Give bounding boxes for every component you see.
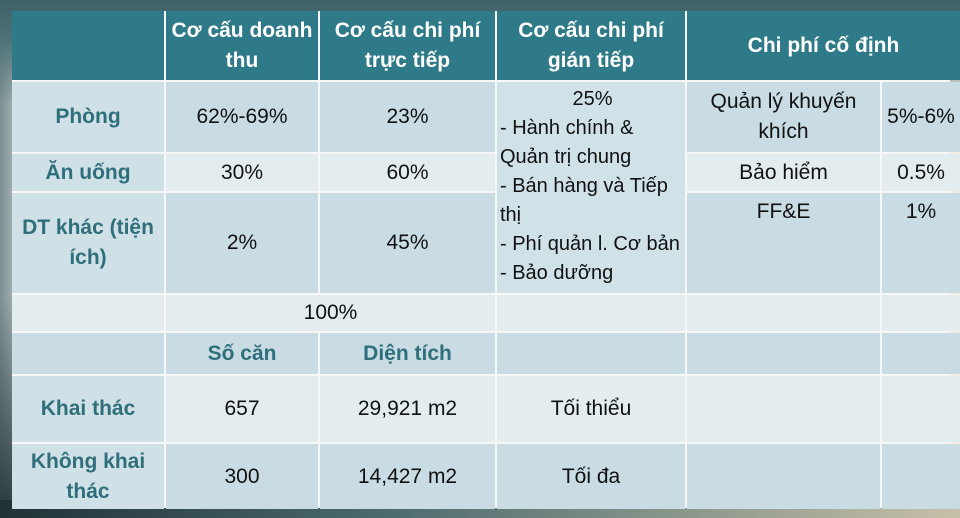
header-direct-cost: Cơ cấu chi phí trực tiếp bbox=[320, 11, 495, 80]
empty-cell bbox=[687, 444, 880, 509]
row-label-an-uong: Ăn uống bbox=[12, 154, 164, 191]
cell-count-khong-khai-thac: 300 bbox=[166, 444, 318, 509]
empty-cell bbox=[687, 333, 880, 374]
empty-cell bbox=[497, 333, 685, 374]
empty-cell bbox=[882, 376, 960, 442]
cell-direct-phong: 23% bbox=[320, 82, 495, 152]
cell-revenue-an-uong: 30% bbox=[166, 154, 318, 191]
empty-cell bbox=[497, 295, 685, 331]
indirect-item: - Bán hàng và Tiếp bbox=[500, 175, 668, 197]
cell-indirect-cost: 25% - Hành chính & Quản trị chung - Bán … bbox=[497, 82, 685, 293]
empty-cell bbox=[687, 295, 880, 331]
header-area: Diện tích bbox=[320, 333, 495, 374]
indirect-item: Quản trị chung bbox=[500, 146, 632, 168]
row-label-khai-thac: Khai thác bbox=[12, 376, 164, 442]
total-label-empty bbox=[12, 295, 164, 331]
cell-revenue-dt-khac: 2% bbox=[166, 193, 318, 293]
indirect-item: thị bbox=[500, 204, 522, 226]
header-indirect-cost: Cơ cấu chi phí gián tiếp bbox=[497, 11, 685, 80]
cell-direct-an-uong: 60% bbox=[320, 154, 495, 191]
cell-total-revenue: 100% bbox=[166, 295, 495, 331]
row-label-dt-khac: DT khác (tiện ích) bbox=[12, 193, 164, 293]
cell-area-khong-khai-thac: 14,427 m2 bbox=[320, 444, 495, 509]
indirect-item: - Hành chính & bbox=[500, 117, 634, 139]
indirect-total: 25% bbox=[572, 88, 613, 110]
cell-note-khong-khai-thac: Tối đa bbox=[497, 444, 685, 509]
empty-cell bbox=[687, 376, 880, 442]
cell-count-khai-thac: 657 bbox=[166, 376, 318, 442]
row-label-phong: Phòng bbox=[12, 82, 164, 152]
cell-fixed-item-phong: Quản lý khuyến khích bbox=[687, 82, 880, 152]
cell-fixed-value-an-uong: 0.5% bbox=[882, 154, 960, 191]
row-label-khong-khai-thac: Không khai thác bbox=[12, 444, 164, 509]
units-header-empty bbox=[12, 333, 164, 374]
cell-revenue-phong: 62%-69% bbox=[166, 82, 318, 152]
header-revenue: Cơ cấu doanh thu bbox=[166, 11, 318, 80]
indirect-item: - Bảo dưỡng bbox=[500, 262, 614, 284]
cell-note-khai-thac: Tối thiểu bbox=[497, 376, 685, 442]
cell-direct-dt-khac: 45% bbox=[320, 193, 495, 293]
empty-cell bbox=[882, 333, 960, 374]
empty-cell bbox=[882, 295, 960, 331]
cell-fixed-item-an-uong: Bảo hiểm bbox=[687, 154, 880, 191]
cell-fixed-item-dt-khac: FF&E bbox=[687, 193, 880, 293]
header-empty-cell bbox=[12, 11, 164, 80]
cell-fixed-value-dt-khac: 1% bbox=[882, 193, 960, 293]
cell-area-khai-thac: 29,921 m2 bbox=[320, 376, 495, 442]
cost-structure-table: Cơ cấu doanh thu Cơ cấu chi phí trực tiế… bbox=[12, 11, 960, 509]
header-fixed-cost: Chi phí cố định bbox=[687, 11, 960, 80]
empty-cell bbox=[882, 444, 960, 509]
cell-fixed-value-phong: 5%-6% bbox=[882, 82, 960, 152]
indirect-item: - Phí quản l. Cơ bản bbox=[500, 233, 680, 255]
header-unit-count: Số căn bbox=[166, 333, 318, 374]
